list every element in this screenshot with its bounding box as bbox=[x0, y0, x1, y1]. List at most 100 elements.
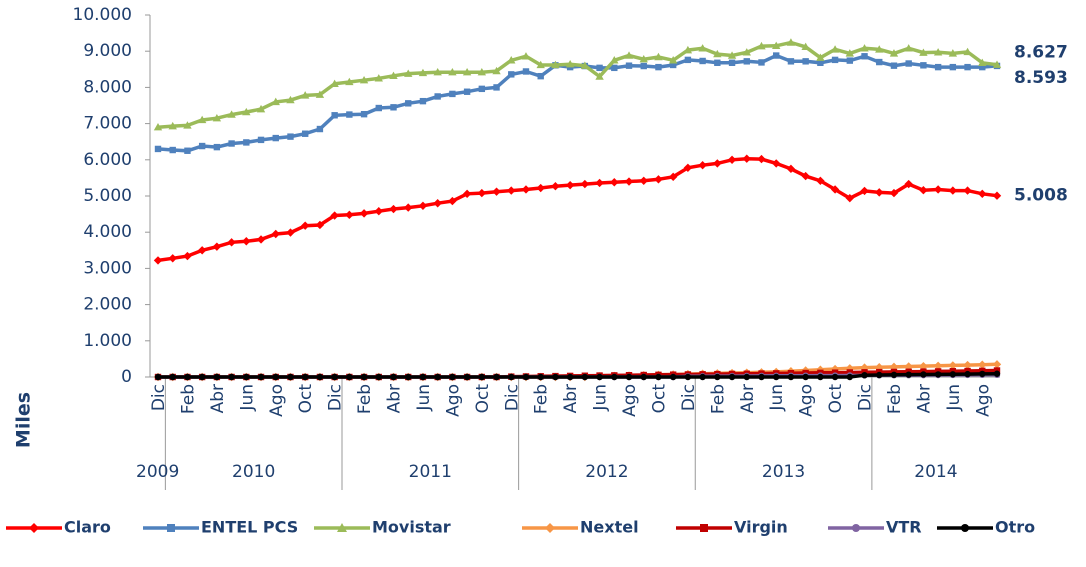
point-marker bbox=[934, 371, 942, 378]
point-marker bbox=[346, 111, 353, 118]
point-marker bbox=[197, 115, 207, 124]
point-marker bbox=[375, 373, 382, 381]
x-tick-label: Dic bbox=[149, 384, 169, 411]
legend-marker bbox=[545, 523, 555, 533]
end-label: 5.008 bbox=[1014, 186, 1068, 206]
x-tick-label: Oct bbox=[296, 384, 316, 414]
point-marker bbox=[830, 364, 840, 374]
point-marker bbox=[287, 133, 294, 140]
point-marker bbox=[256, 235, 266, 244]
point-marker bbox=[979, 370, 986, 378]
y-tick-label: 7.000 bbox=[83, 114, 132, 134]
point-marker bbox=[964, 370, 971, 378]
point-marker bbox=[228, 140, 235, 147]
legend-label: VTR bbox=[886, 518, 922, 537]
point-marker bbox=[198, 373, 206, 381]
point-marker bbox=[668, 56, 678, 64]
point-marker bbox=[522, 68, 530, 75]
y-tick-label: 10.000 bbox=[73, 5, 132, 25]
point-marker bbox=[713, 159, 722, 168]
point-marker bbox=[890, 371, 898, 379]
point-marker bbox=[508, 373, 515, 381]
point-marker bbox=[934, 63, 942, 71]
point-marker bbox=[404, 203, 413, 212]
point-marker bbox=[846, 373, 854, 381]
point-marker bbox=[565, 180, 575, 190]
point-marker bbox=[565, 60, 575, 68]
y-tick-label: 1.000 bbox=[83, 331, 132, 351]
point-marker bbox=[184, 373, 191, 381]
point-marker bbox=[478, 85, 486, 93]
point-marker bbox=[449, 90, 456, 98]
point-marker bbox=[552, 373, 559, 381]
point-marker bbox=[640, 373, 647, 381]
point-marker bbox=[786, 38, 796, 46]
point-marker bbox=[433, 199, 442, 208]
point-marker bbox=[242, 237, 251, 246]
legend-label: Nextel bbox=[580, 518, 639, 537]
point-marker bbox=[979, 63, 986, 71]
point-marker bbox=[580, 61, 590, 69]
point-marker bbox=[449, 373, 456, 381]
point-marker bbox=[772, 41, 781, 49]
point-marker bbox=[390, 104, 397, 111]
point-marker bbox=[817, 59, 824, 66]
point-marker bbox=[727, 51, 737, 59]
y-tick-label: 4.000 bbox=[83, 222, 132, 242]
point-marker bbox=[786, 164, 796, 174]
point-marker bbox=[153, 256, 163, 265]
point-marker bbox=[463, 373, 471, 381]
series-line bbox=[157, 40, 998, 129]
series-line bbox=[158, 371, 998, 379]
point-marker bbox=[611, 373, 618, 381]
point-marker bbox=[154, 145, 162, 153]
y-tick-label: 3.000 bbox=[83, 258, 132, 278]
point-marker bbox=[830, 45, 840, 53]
point-marker bbox=[713, 49, 722, 58]
point-marker bbox=[860, 363, 869, 372]
point-marker bbox=[596, 64, 603, 72]
point-marker bbox=[566, 373, 574, 381]
point-marker bbox=[816, 53, 825, 61]
point-marker bbox=[699, 57, 706, 65]
point-marker bbox=[714, 373, 721, 381]
point-marker bbox=[845, 193, 855, 203]
point-marker bbox=[875, 45, 884, 53]
point-marker bbox=[610, 56, 619, 64]
point-marker bbox=[861, 53, 868, 60]
point-marker bbox=[316, 373, 324, 381]
point-marker bbox=[521, 52, 531, 60]
point-marker bbox=[787, 58, 795, 65]
point-marker bbox=[949, 371, 957, 378]
point-marker bbox=[978, 189, 987, 199]
point-marker bbox=[905, 60, 912, 67]
x-tick-label: Ago bbox=[973, 384, 993, 417]
point-marker bbox=[331, 112, 338, 119]
point-marker bbox=[698, 44, 707, 52]
series-line bbox=[157, 156, 998, 263]
point-marker bbox=[919, 48, 928, 56]
point-marker bbox=[169, 146, 176, 154]
point-marker bbox=[816, 176, 825, 185]
point-marker bbox=[654, 52, 663, 61]
legend-marker bbox=[852, 524, 860, 532]
point-marker bbox=[949, 63, 957, 71]
x-tick-label: Abr bbox=[914, 384, 934, 413]
point-marker bbox=[831, 373, 839, 381]
x-tick-label: Feb bbox=[708, 384, 728, 414]
point-marker bbox=[243, 373, 250, 381]
point-marker bbox=[817, 373, 824, 381]
point-marker bbox=[668, 172, 678, 182]
point-marker bbox=[300, 91, 310, 99]
point-marker bbox=[714, 59, 721, 66]
point-marker bbox=[992, 60, 1002, 68]
y-tick-label: 0 bbox=[121, 367, 132, 387]
point-marker bbox=[933, 48, 943, 56]
point-marker bbox=[742, 154, 751, 163]
point-marker bbox=[374, 207, 383, 216]
point-marker bbox=[301, 373, 309, 381]
point-marker bbox=[655, 63, 662, 71]
point-marker bbox=[978, 58, 987, 66]
x-tick-label: Feb bbox=[355, 384, 375, 414]
